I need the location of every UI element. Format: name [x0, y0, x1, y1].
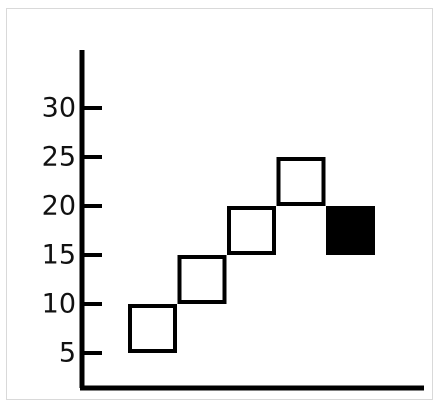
y-axis-ticks: 5 10 15 20 25 30 — [42, 93, 102, 369]
y-tick-label-15: 15 — [42, 240, 76, 271]
chart-frame — [6, 8, 433, 400]
hollow-square-marker-4 — [276, 157, 326, 206]
hollow-square-marker-1 — [128, 304, 177, 353]
filled-square-marker-5 — [326, 206, 375, 255]
y-tick-label-25: 25 — [42, 142, 76, 173]
y-tick-label-30: 30 — [42, 93, 76, 124]
y-tick-label-10: 10 — [42, 289, 76, 320]
y-tick-label-5: 5 — [59, 338, 76, 369]
chart-marks — [128, 157, 375, 353]
hollow-square-marker-2 — [177, 255, 227, 304]
y-tick-label-20: 20 — [42, 191, 76, 222]
hollow-square-marker-3 — [227, 206, 276, 255]
